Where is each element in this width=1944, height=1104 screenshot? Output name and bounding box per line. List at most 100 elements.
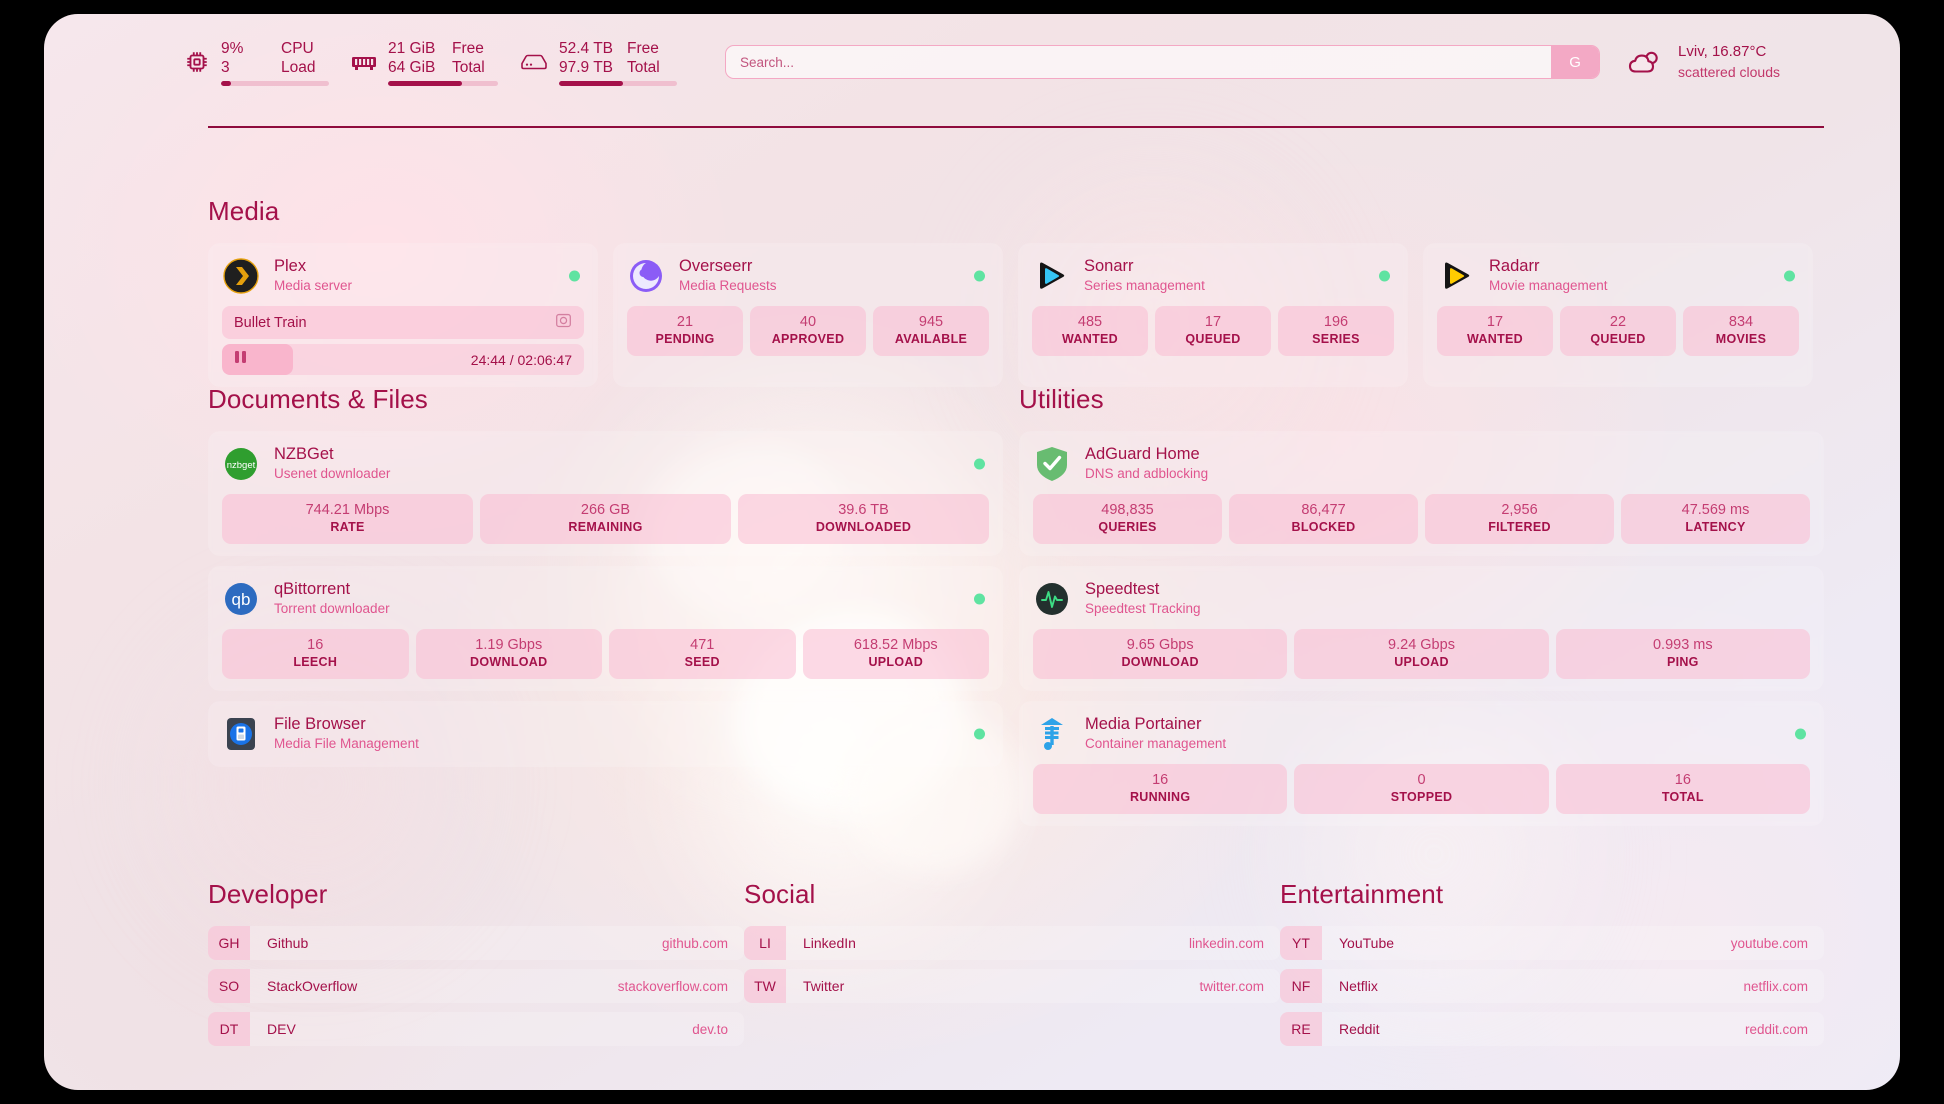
- bookmark-link[interactable]: SO StackOverflow stackoverflow.com: [208, 969, 744, 1003]
- memory-label-bottom: Total: [452, 58, 485, 76]
- service-subtitle: DNS and adblocking: [1085, 466, 1209, 481]
- now-playing-progress-row[interactable]: 24:44 / 02:06:47: [222, 344, 584, 375]
- bookmarks-group-title: Social: [744, 879, 816, 909]
- bookmark-link[interactable]: LI LinkedIn linkedin.com: [744, 926, 1280, 960]
- bookmark-name: StackOverflow: [267, 978, 358, 994]
- service-card-speedtest[interactable]: Speedtest Speedtest Tracking 9.65 Gbps D…: [1019, 566, 1824, 691]
- bookmarks-group-title: Developer: [208, 879, 328, 909]
- bookmarks-group-title: Entertainment: [1280, 879, 1444, 909]
- cast-icon[interactable]: [555, 312, 572, 333]
- disk-usage-bar: [559, 80, 677, 86]
- media-section: Media Plex Media server: [208, 196, 1824, 387]
- service-card-sonarr[interactable]: Sonarr Series management 485 WANTED 17 Q…: [1018, 243, 1408, 387]
- service-name: File Browser: [274, 715, 366, 733]
- stat-cell: 9.65 Gbps DOWNLOAD: [1033, 629, 1288, 679]
- disk-label-bottom: Total: [627, 58, 660, 76]
- stat-value: 21: [676, 314, 694, 330]
- service-card-radarr[interactable]: Radarr Movie management 17 WANTED 22 QUE…: [1423, 243, 1813, 387]
- stat-value: 471: [690, 637, 715, 653]
- service-card-nzbget[interactable]: nzbget NZBGet Usenet downloader 744.21 M…: [208, 431, 1003, 556]
- pause-icon[interactable]: [234, 350, 247, 369]
- stat-label: LATENCY: [1685, 520, 1746, 534]
- stat-label: DOWNLOADED: [815, 520, 912, 534]
- service-subtitle: Media server: [274, 278, 353, 293]
- status-indicator-online: [974, 270, 985, 282]
- bookmark-link[interactable]: TW Twitter twitter.com: [744, 969, 1280, 1003]
- search-bar[interactable]: G: [725, 45, 1601, 79]
- bookmark-link[interactable]: YT YouTube youtube.com: [1280, 926, 1824, 960]
- stat-label: AVAILABLE: [894, 332, 968, 346]
- bookmark-abbr: TW: [744, 969, 786, 1003]
- stat-value: 1.19 Gbps: [475, 637, 543, 653]
- service-card-file-browser[interactable]: File Browser Media File Management: [208, 701, 1003, 767]
- bookmark-url: linkedin.com: [1188, 935, 1264, 951]
- qbittorrent-icon: qb: [222, 580, 260, 618]
- stat-cell: 16 LEECH: [222, 629, 409, 679]
- stat-label: MOVIES: [1715, 332, 1767, 346]
- stat-cell: 0 STOPPED: [1294, 764, 1549, 814]
- service-card-media-portainer[interactable]: Media Portainer Container management 16 …: [1019, 701, 1824, 826]
- stat-label: APPROVED: [771, 332, 845, 346]
- bookmark-url: dev.to: [692, 1021, 728, 1037]
- bookmark-link[interactable]: RE Reddit reddit.com: [1280, 1012, 1824, 1046]
- cpu-icon: [184, 49, 210, 75]
- stat-value: 498,835: [1101, 502, 1154, 518]
- stat-value: 16: [307, 637, 324, 653]
- search-input[interactable]: [726, 46, 1552, 78]
- service-name: qBittorrent: [274, 580, 351, 598]
- stat-value: 485: [1077, 314, 1103, 330]
- stat-value: 0.993 ms: [1652, 637, 1713, 653]
- stat-cell: 47.569 ms LATENCY: [1621, 494, 1810, 544]
- status-indicator-online: [1795, 728, 1806, 740]
- stat-value: 618.52 Mbps: [853, 637, 938, 653]
- sonarr-icon: [1032, 257, 1070, 295]
- bookmark-url: stackoverflow.com: [617, 978, 728, 994]
- service-subtitle: Usenet downloader: [274, 466, 391, 481]
- service-name: Media Portainer: [1085, 715, 1202, 733]
- weather-widget[interactable]: Lviv, 16.87°C scattered clouds: [1626, 42, 1780, 82]
- service-card-qbittorrent[interactable]: qb qBittorrent Torrent downloader 16 LEE…: [208, 566, 1003, 691]
- service-name: Radarr: [1489, 257, 1540, 275]
- memory-usage-bar: [388, 80, 498, 86]
- stat-value: 86,477: [1301, 502, 1346, 518]
- documents-section-title: Documents & Files: [208, 384, 428, 414]
- now-playing-title-row[interactable]: Bullet Train: [222, 306, 584, 339]
- bookmark-link[interactable]: NF Netflix netflix.com: [1280, 969, 1824, 1003]
- stat-cell: 498,835 QUERIES: [1033, 494, 1222, 544]
- service-subtitle: Movie management: [1489, 278, 1608, 293]
- bookmark-link[interactable]: DT DEV dev.to: [208, 1012, 744, 1046]
- memory-stat-group[interactable]: 21 GiB 64 GiB Free Total: [351, 39, 498, 86]
- stat-label: TOTAL: [1661, 790, 1704, 804]
- cpu-label-top: CPU: [281, 39, 314, 57]
- stat-cell: 945 AVAILABLE: [873, 306, 989, 356]
- cpu-stat-group[interactable]: 9% 3 CPU Load: [184, 39, 329, 86]
- service-name: Plex: [274, 257, 307, 275]
- overseerr-icon: [627, 257, 665, 295]
- disk-total-value: 97.9 TB: [559, 58, 614, 76]
- cpu-usage-bar: [221, 80, 329, 86]
- memory-total-value: 64 GiB: [388, 58, 436, 76]
- status-indicator-online: [974, 728, 985, 740]
- bookmark-abbr: LI: [744, 926, 786, 960]
- service-card-overseerr[interactable]: Overseerr Media Requests 21 PENDING 40 A…: [613, 243, 1003, 387]
- weather-location: Lviv, 16.87°C: [1678, 43, 1767, 60]
- stat-label: BLOCKED: [1291, 520, 1356, 534]
- stat-cell: 0.993 ms PING: [1555, 629, 1810, 679]
- bookmark-link[interactable]: GH Github github.com: [208, 926, 744, 960]
- stat-label: FILTERED: [1488, 520, 1551, 534]
- stat-value: 2,956: [1501, 502, 1538, 518]
- disk-free-value: 52.4 TB: [559, 39, 614, 57]
- service-card-adguard-home[interactable]: AdGuard Home DNS and adblocking 498,835 …: [1019, 431, 1824, 556]
- disk-stat-group[interactable]: 52.4 TB 97.9 TB Free Total: [520, 39, 677, 86]
- search-engine-button[interactable]: G: [1551, 46, 1600, 78]
- memory-used-value: 21 GiB: [388, 39, 436, 57]
- stat-label: STOPPED: [1390, 790, 1453, 804]
- bookmark-abbr: GH: [208, 926, 250, 960]
- service-card-plex[interactable]: Plex Media server Bullet Train: [208, 243, 598, 387]
- memory-stat-block: 21 GiB 64 GiB Free Total: [388, 39, 498, 86]
- adguard-icon: [1033, 445, 1071, 483]
- status-indicator-online: [1379, 270, 1390, 282]
- stat-value: 16: [1152, 772, 1169, 788]
- stat-label: RUNNING: [1129, 790, 1191, 804]
- bookmarks-entertainment: Entertainment YT YouTube youtube.com NF …: [1280, 879, 1824, 1055]
